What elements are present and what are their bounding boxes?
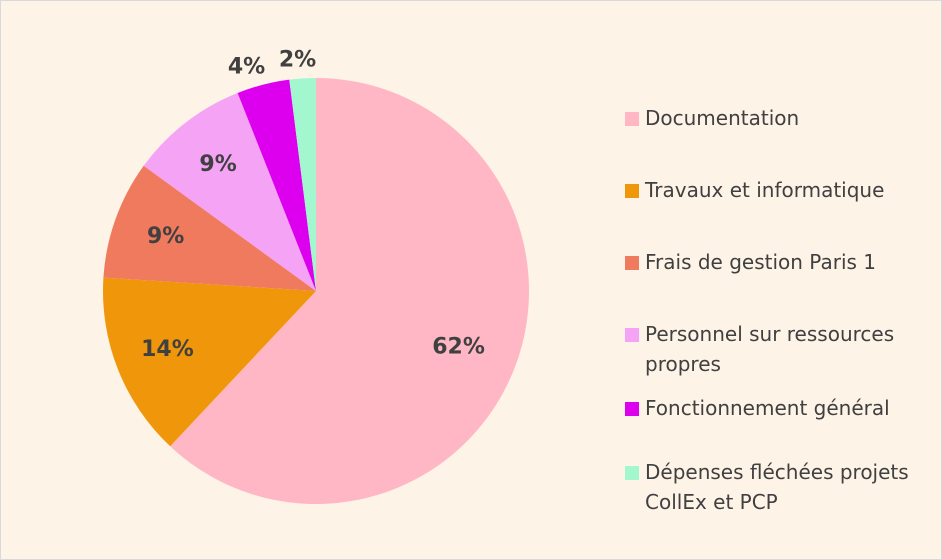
legend-item: Travaux et informatique [625, 175, 937, 205]
legend-swatch [625, 112, 639, 126]
legend-item: Dépenses fléchées projets CollEx et PCP [625, 457, 937, 517]
pie-slice [289, 78, 316, 291]
data-label: 62% [432, 334, 485, 359]
pie-slice [143, 92, 316, 291]
legend-item: Fonctionnement général [625, 393, 937, 423]
legend-swatch [625, 328, 639, 342]
pie-slice [103, 165, 316, 291]
legend-item: Documentation [625, 103, 937, 133]
legend-label: Frais de gestion Paris 1 [645, 250, 877, 274]
legend-swatch [625, 256, 639, 270]
legend-label: Dépenses fléchées projets CollEx et PCP [645, 460, 909, 514]
pie-slice [102, 277, 316, 447]
data-label: 14% [141, 337, 194, 362]
legend-swatch [625, 402, 639, 416]
legend-item: Personnel sur ressources propres [625, 319, 937, 379]
legend-item: Frais de gestion Paris 1 [625, 247, 937, 277]
data-label: 9% [147, 224, 184, 249]
data-label: 4% [228, 54, 265, 79]
legend-label: Documentation [645, 106, 800, 130]
data-label: 2% [279, 47, 316, 72]
legend-swatch [625, 184, 639, 198]
data-label: 9% [199, 152, 236, 177]
legend-label: Travaux et informatique [645, 178, 885, 202]
pie-slice [170, 78, 529, 505]
legend-swatch [625, 466, 639, 480]
pie-slice [237, 79, 316, 291]
legend-label: Fonctionnement général [645, 396, 890, 420]
legend-label: Personnel sur ressources propres [645, 322, 895, 376]
